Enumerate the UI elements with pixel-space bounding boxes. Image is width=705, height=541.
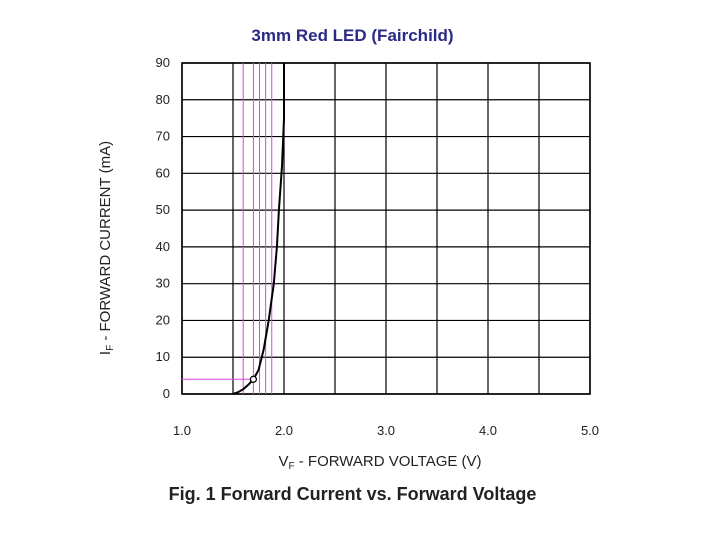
y-axis-label: IF - FORWARD CURRENT (mA): [97, 141, 116, 355]
x-axis-label-rest: - FORWARD VOLTAGE (V): [295, 453, 482, 470]
x-tick-label: 1.0: [173, 423, 191, 438]
x-tick-label: 5.0: [581, 423, 599, 438]
marker-lines: [182, 63, 273, 394]
y-tick-label: 80: [156, 92, 170, 107]
y-tick-label: 50: [156, 202, 170, 217]
plot-border: [181, 62, 591, 395]
y-axis-label-main: I: [97, 351, 114, 355]
y-tick-label: 10: [156, 349, 170, 364]
grid: [181, 62, 591, 395]
y-tick-label: 70: [156, 129, 170, 144]
y-axis-label-sub: F: [105, 345, 116, 351]
x-axis-label-sub: F: [288, 461, 294, 472]
page-title: 3mm Red LED (Fairchild): [251, 26, 454, 45]
y-tick-label: 30: [156, 276, 170, 291]
figure-caption: Fig. 1 Forward Current vs. Forward Volta…: [168, 484, 537, 504]
y-tick-label: 20: [156, 312, 170, 327]
marked-point: [249, 375, 258, 383]
y-tick-label: 90: [156, 55, 170, 70]
y-axis-label-rest: - FORWARD CURRENT (mA): [97, 141, 114, 345]
y-tick-label: 60: [156, 165, 170, 180]
x-tick-label: 2.0: [275, 423, 293, 438]
x-axis-label: VF - FORWARD VOLTAGE (V): [278, 453, 481, 472]
curve-group: [232, 63, 285, 395]
series-line: [232, 63, 285, 395]
tick-labels: 0 10 20 30 40 50 60 70 80 90 1.0 2.0 3.0 4.0 5.0: [156, 55, 600, 438]
x-tick-label: 3.0: [377, 423, 395, 438]
x-axis-label-main: V: [278, 453, 288, 470]
y-tick-label: 0: [163, 386, 170, 401]
y-tick-label: 40: [156, 239, 170, 254]
x-tick-label: 4.0: [479, 423, 497, 438]
